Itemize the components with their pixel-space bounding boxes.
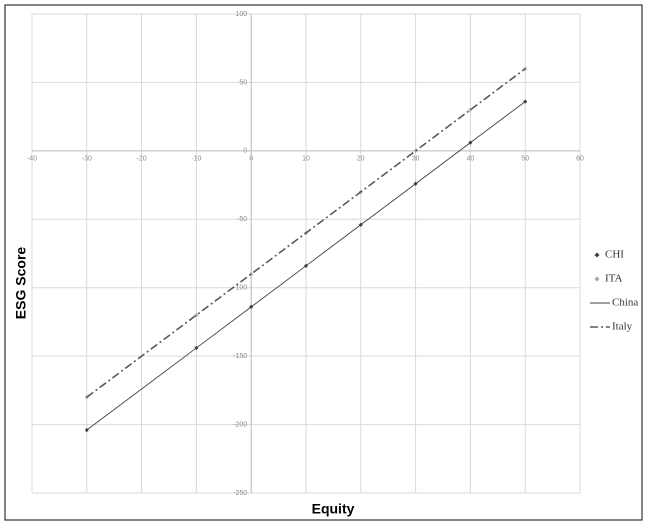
- legend-label: CHI: [605, 249, 624, 261]
- x-tick-label: -20: [137, 156, 147, 163]
- y-tick-label: -200: [233, 421, 247, 428]
- marker: [468, 107, 473, 112]
- y-axis-title: ESG Score: [13, 247, 29, 320]
- x-tick-label: -30: [82, 156, 92, 163]
- x-tick-label: 10: [302, 156, 310, 163]
- x-tick-label: -10: [191, 156, 201, 163]
- legend-label: ITA: [605, 273, 623, 285]
- frame: [4, 4, 643, 521]
- y-tick-label: -50: [237, 216, 247, 223]
- x-tick-label: 40: [467, 156, 475, 163]
- x-tick-label: 20: [357, 156, 365, 163]
- x-tick-label: 30: [412, 156, 420, 163]
- x-tick-label: -40: [27, 156, 37, 163]
- legend-label: China: [612, 297, 638, 309]
- x-tick-label: 50: [521, 156, 529, 163]
- y-tick-label: -150: [233, 353, 247, 360]
- y-tick-label: -100: [233, 285, 247, 292]
- legend-marker: [594, 252, 600, 258]
- line: [86, 68, 526, 398]
- marker: [413, 148, 418, 154]
- y-tick-label: -250: [233, 490, 247, 497]
- y-tick-label: 100: [236, 11, 248, 18]
- x-tick-label: 60: [576, 156, 584, 163]
- legend-marker: [594, 276, 600, 282]
- legend-label: Italy: [612, 321, 633, 333]
- line: [86, 101, 526, 431]
- y-tick-label: 50: [239, 79, 247, 86]
- x-axis-title: Equity: [312, 501, 355, 517]
